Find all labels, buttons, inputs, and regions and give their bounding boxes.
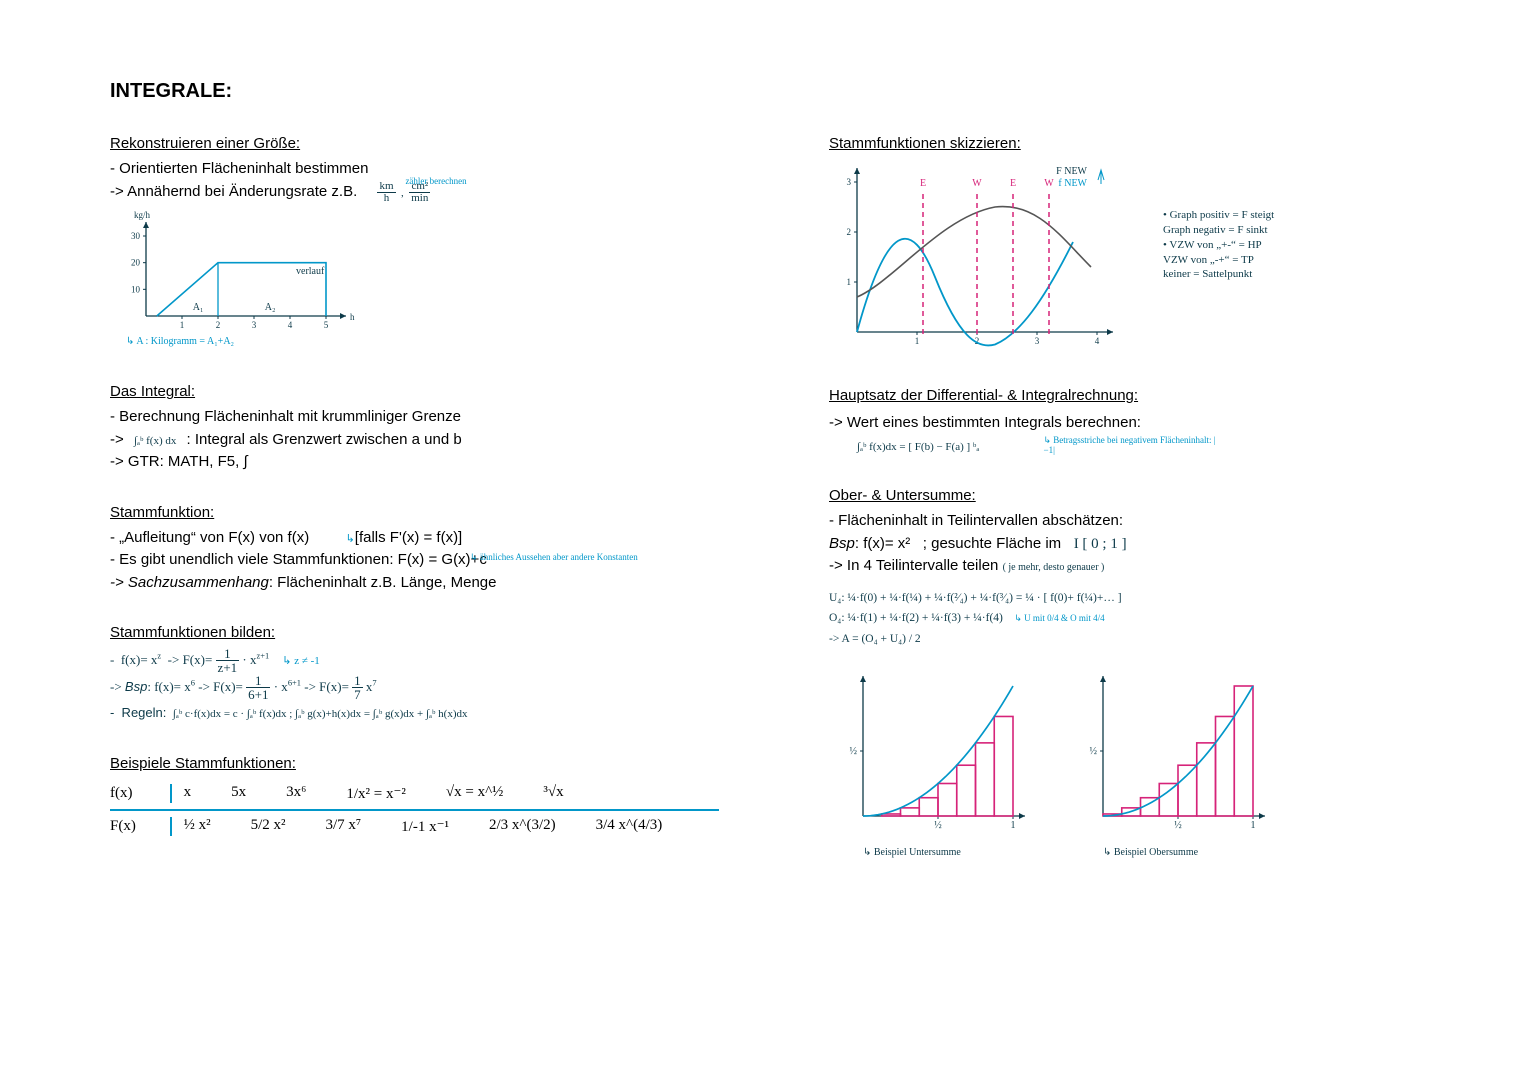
table-cell: √x = x^½ — [446, 784, 503, 803]
svg-text:½: ½ — [934, 820, 942, 831]
table-cell: 3x⁶ — [286, 784, 306, 803]
line-wert: -> Wert eines bestimmten Integrals berec… — [829, 414, 1141, 431]
svg-text:W: W — [1044, 178, 1054, 189]
line-aufleitung: - „Aufleitung“ von F(x) von f(x) ↳[falls… — [110, 529, 462, 546]
section-stammfunktion: Stammfunktion: - „Aufleitung“ von F(x) v… — [110, 504, 719, 595]
section-beispiele: Beispiele Stammfunktionen: f(x) x 5x 3x⁶ 1/… — [110, 755, 719, 840]
note-betrag: ↳ Betragsstriche bei negativem Flächenin… — [1044, 435, 1224, 457]
svg-text:2: 2 — [216, 320, 221, 330]
line-berechnung: - Berechnung Flächeninhalt mit krummlini… — [110, 408, 461, 425]
note-zaehler: zähler berechnen — [405, 175, 466, 189]
svg-text:½: ½ — [1090, 746, 1098, 757]
svg-text:1: 1 — [1011, 820, 1016, 831]
line-bsp-fx: Bsp: f(x)= x² ; gesuchte Fläche im I [ 0… — [829, 535, 1127, 552]
svg-text:↳ A : Kilogramm = A₁+A₂: ↳ A : Kilogramm = A₁+A₂ — [126, 336, 234, 347]
svg-text:1: 1 — [847, 277, 852, 287]
formula-hauptsatz: ∫ₐᵇ f(x)dx = [ F(b) − F(a) ] ᵇₐ — [857, 441, 979, 453]
section-stammfunktionen-bilden: Stammfunktionen bilden: - f(x)= xz -> F(… — [110, 624, 719, 725]
svg-text:½: ½ — [1174, 820, 1182, 831]
svg-text:E: E — [920, 178, 926, 189]
svg-text:A₂: A₂ — [265, 302, 276, 313]
svg-text:1: 1 — [1251, 820, 1256, 831]
section-rekonstruieren: Rekonstruieren einer Größe: - Orientiert… — [110, 135, 719, 353]
table-cell: 2/3 x^(3/2) — [489, 817, 556, 836]
svg-text:20: 20 — [131, 258, 141, 268]
svg-text:f NEW: f NEW — [1058, 178, 1087, 189]
heading-ober-unter: Ober- & Untersumme: — [829, 487, 1438, 504]
legend-skizzieren: • Graph positiv = F steigt Graph negativ… — [1163, 158, 1274, 282]
svg-text:½: ½ — [850, 746, 858, 757]
svg-text:A₁: A₁ — [193, 302, 204, 313]
table-row-label-F: F(x) — [110, 818, 170, 835]
svg-text:kg/h: kg/h — [134, 210, 151, 220]
chart-skizzieren: 1231234EWEWF NEWf NEW — [829, 162, 1149, 357]
svg-text:W: W — [972, 178, 982, 189]
table-antiderivatives: f(x) x 5x 3x⁶ 1/x² = x⁻² √x = x^½ ³√x F(x) ½ … — [110, 780, 719, 840]
svg-text:2: 2 — [847, 227, 852, 237]
table-cell: 5/2 x² — [251, 817, 286, 836]
svg-text:4: 4 — [1095, 336, 1100, 346]
svg-text:h: h — [350, 312, 355, 322]
line-U4: U₄: ¼·f(0) + ¼·f(¼) + ¼·f(²⁄₄) + ¼·f(³⁄₄… — [829, 592, 1122, 604]
table-row-label-f: f(x) — [110, 785, 170, 802]
line-gtr: -> GTR: MATH, F5, ∫ — [110, 453, 248, 470]
table-cell: ³√x — [543, 784, 563, 803]
svg-text:3: 3 — [252, 320, 257, 330]
line-abschaetzen: - Flächeninhalt in Teilintervallen absch… — [829, 512, 1123, 529]
svg-text:3: 3 — [847, 177, 852, 187]
line-teilintervalle: -> In 4 Teilintervalle teilen ( je mehr,… — [829, 557, 1104, 574]
left-column: Rekonstruieren einer Größe: - Orientiert… — [110, 135, 719, 888]
table-cell: 5x — [231, 784, 246, 803]
content-columns: Rekonstruieren einer Größe: - Orientiert… — [110, 135, 1438, 888]
chart-obersumme: ½1½ ↳ Beispiel Obersumme — [1069, 668, 1269, 858]
heading-stammfunktionen-bilden: Stammfunktionen bilden: — [110, 624, 719, 641]
svg-text:3: 3 — [1035, 336, 1040, 346]
line-annaeherd: -> Annähernd bei Änderungsrate z.B. — [110, 183, 357, 200]
svg-text:30: 30 — [131, 231, 141, 241]
svg-text:5: 5 — [324, 320, 329, 330]
page-title: INTEGRALE: — [110, 80, 1438, 103]
heading-stammfunktion: Stammfunktion: — [110, 504, 719, 521]
svg-text:4: 4 — [288, 320, 293, 330]
chart-untersumme: ½1½ ↳ Beispiel Untersumme — [829, 668, 1029, 858]
chart-rekonstruieren: 10 20 30 kg/h 1 2 3 4 5 h A₁ A₂ verlauf ↳ A : Kilogra… — [110, 208, 719, 353]
section-hauptsatz: Hauptsatz der Differential- & Integralre… — [829, 387, 1438, 457]
table-cell: 1/x² = x⁻² — [346, 784, 406, 803]
line-regeln: - Regeln: ∫ₐᵇ c·f(x)dx = c · ∫ₐᵇ f(x)dx … — [110, 705, 468, 720]
heading-skizzieren: Stammfunktionen skizzieren: — [829, 135, 1438, 152]
line-integralgrenzwert: -> ∫ₐᵇ f(x) dx : Integral als Grenzwert … — [110, 431, 462, 448]
svg-text:1: 1 — [915, 336, 920, 346]
section-ober-unter: Ober- & Untersumme: - Flächeninhalt in T… — [829, 487, 1438, 858]
table-cell: x — [184, 784, 192, 803]
svg-text:1: 1 — [180, 320, 185, 330]
table-cell: 1/-1 x⁻¹ — [401, 817, 449, 836]
right-column: Stammfunktionen skizzieren: 1231234EWEWF… — [829, 135, 1438, 888]
heading-hauptsatz: Hauptsatz der Differential- & Integralre… — [829, 387, 1438, 404]
line-unendlich: - Es gibt unendlich viele Stammfunktione… — [110, 551, 487, 568]
heading-beispiele: Beispiele Stammfunktionen: — [110, 755, 719, 772]
line-bsp-power: -> Bsp: f(x)= x6 -> F(x)= 16+1 · x6+1 ->… — [110, 679, 377, 694]
table-cell: 3/7 x⁷ — [326, 817, 362, 836]
table-cell: ½ x² — [184, 817, 211, 836]
svg-text:10: 10 — [131, 285, 141, 295]
heading-rekonstruieren: Rekonstruieren einer Größe: — [110, 135, 719, 152]
line-A: -> A = (O₄ + U₄) / 2 — [829, 633, 921, 645]
svg-text:E: E — [1010, 178, 1016, 189]
line-rule-power: - f(x)= xz -> F(x)= 1z+1 · xz+1 ↳ z ≠ -1 — [110, 652, 320, 667]
table-cell: 3/4 x^(4/3) — [596, 817, 663, 836]
heading-integral: Das Integral: — [110, 383, 719, 400]
line-sachzusammenhang: -> Sachzusammenhang: Flächeninhalt z.B. … — [110, 574, 497, 591]
section-integral: Das Integral: - Berechnung Flächeninhalt… — [110, 383, 719, 474]
line-O4: O₄: ¼·f(1) + ¼·f(2) + ¼·f(3) + ¼·f(4) ↳ … — [829, 612, 1105, 624]
line-orientierten: - Orientierten Flächeninhalt bestimmen — [110, 160, 368, 177]
svg-text:verlauf: verlauf — [296, 266, 325, 277]
section-skizzieren: Stammfunktionen skizzieren: 1231234EWEWF… — [829, 135, 1438, 357]
svg-text:F NEW: F NEW — [1056, 166, 1087, 177]
